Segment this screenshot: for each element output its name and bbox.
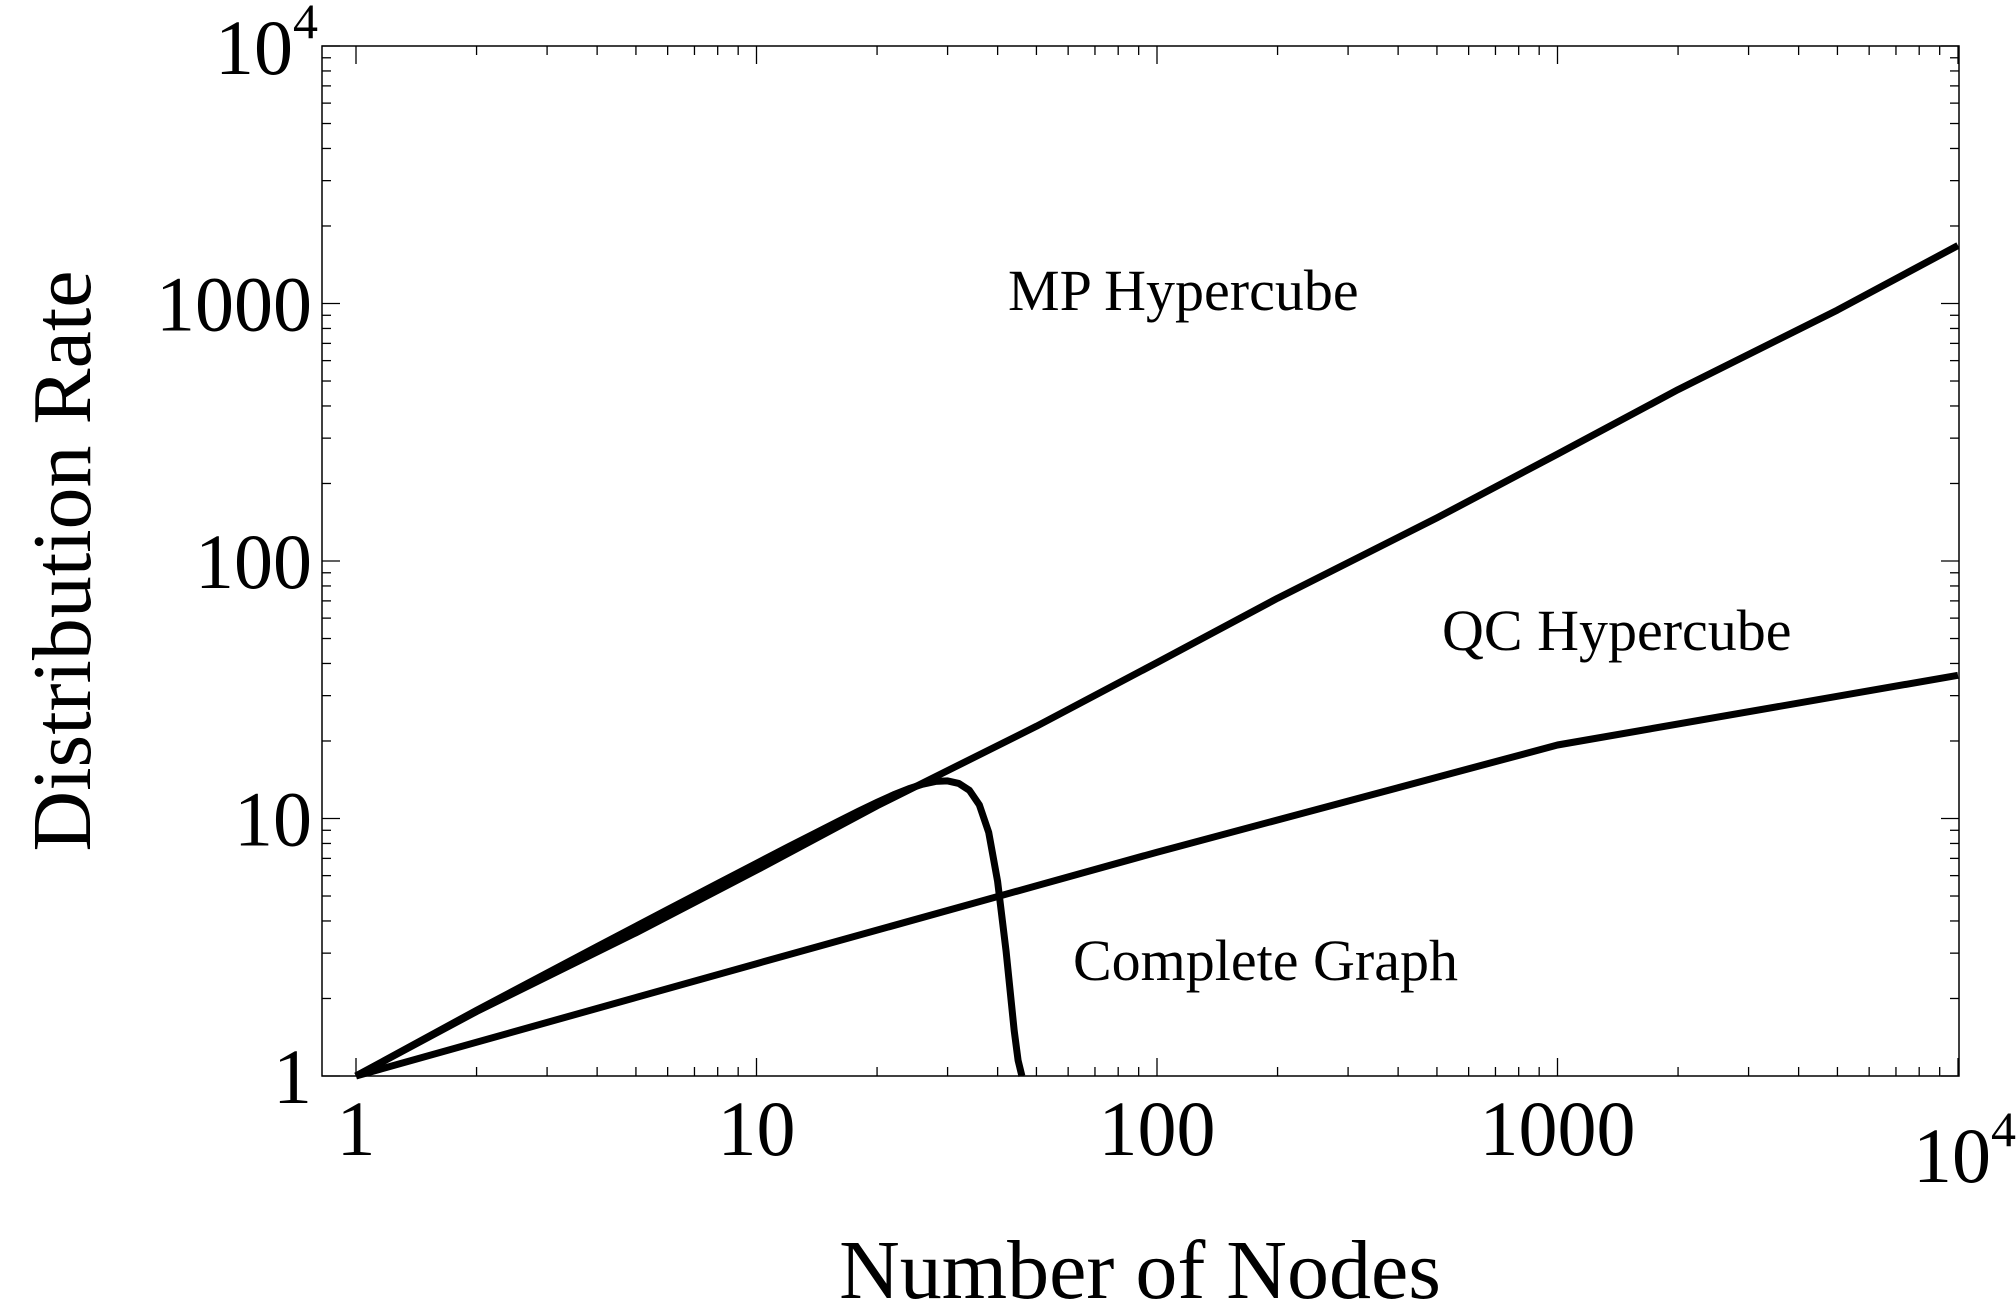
- x-tick-label: 1000: [1480, 1085, 1636, 1172]
- series-line-1: [354, 242, 1960, 1080]
- axis-ticks: [322, 45, 1959, 1077]
- y-tick-label: 1: [273, 1033, 312, 1120]
- y-tick-label: 100: [195, 518, 312, 605]
- x-tick-label: 100: [1099, 1085, 1216, 1172]
- x-axis-title: Number of Nodes: [839, 1224, 1441, 1305]
- mp-hypercube-label: MP Hypercube: [1008, 258, 1359, 323]
- y-tick-label: 10: [234, 776, 312, 863]
- series-line-2: [355, 671, 1959, 1080]
- y-axis-title: Distribution Rate: [16, 271, 109, 852]
- y-tick-label: 104: [215, 0, 318, 91]
- y-tick-label: 1000: [156, 261, 312, 348]
- x-tick-label: 10: [718, 1085, 796, 1172]
- series-layer: [354, 242, 1960, 1080]
- complete-graph-label: Complete Graph: [1073, 928, 1458, 993]
- plot-frame: [321, 45, 1960, 1077]
- tick-labels: 1 10 100 1000 104 1 10 100 1000 104: [156, 0, 2016, 1199]
- x-tick-label: 1: [337, 1085, 376, 1172]
- qc-hypercube-label: QC Hypercube: [1442, 598, 1792, 663]
- series-line-3: [354, 777, 1026, 1080]
- x-tick-label: 104: [1913, 1101, 2016, 1199]
